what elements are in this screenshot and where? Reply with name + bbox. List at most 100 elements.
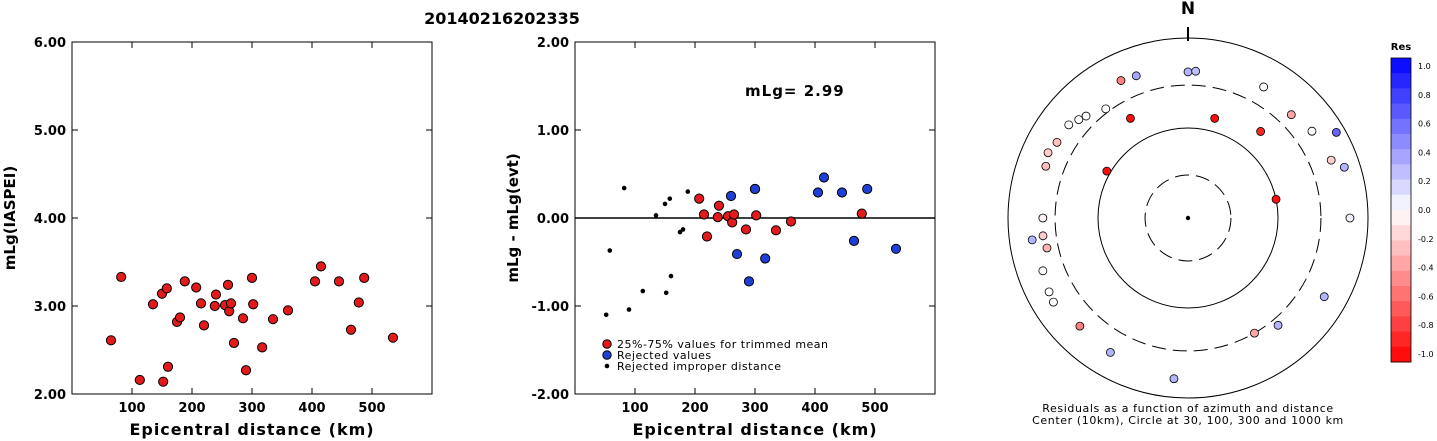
colorbar-tick-label: -0.2 [1418,235,1434,244]
station-residual-point [1038,231,1048,241]
colorbar-segment [1391,286,1411,302]
x-tick-label: 100 [621,401,648,416]
rejected-point [862,183,873,195]
station-residual-point [1307,126,1317,136]
colorbar-tick-label: -0.8 [1418,321,1434,330]
station-residual-point [1326,155,1336,165]
data-point [315,261,327,272]
data-point [116,271,127,283]
rejected-point [836,187,848,198]
station-points [1027,66,1355,384]
epicenter-marker [1185,215,1191,221]
x-axis-label: Epicentral distance (km) [632,420,877,439]
scatter-panel-2: 100 200 300 400 500 -2.00 -1.00 0.00 1.00 2.00 Epi… [504,36,936,439]
station-residual-point [1339,162,1349,172]
station-residual-point [1271,194,1281,204]
data-point [158,376,169,387]
colorbar-segment [1391,240,1411,257]
data-point [359,272,370,283]
data-point [770,225,782,236]
data-point [228,337,240,349]
data-point [698,209,710,220]
y-tick-label: 3.00 [34,300,66,315]
station-residual-point [1101,104,1111,114]
distance-ring-100km [1097,127,1279,309]
legend-marker [602,350,612,360]
rejected-point [818,172,830,183]
data-point [179,276,190,287]
station-residual-point [1106,347,1115,357]
data-point [267,314,279,325]
colorbar-segment [1391,270,1411,287]
rejected-point [848,235,860,246]
polar-caption-line2: Center (10km), Circle at 30, 100, 300 an… [1032,414,1344,427]
rejected-distance-point [677,229,683,235]
rejected-distance-point [603,312,609,318]
legend-label: Rejected improper distance [617,360,782,373]
colorbar-segment [1391,210,1411,226]
data-point [856,208,867,219]
data-point [162,361,174,372]
station-residual-point [1042,243,1052,253]
magnitude-annotation: mLg= 2.99 [745,82,845,100]
colorbar-segment [1391,255,1411,272]
data-point [713,200,725,211]
rejected-distance-point [607,248,613,253]
station-residual-point [1027,235,1037,245]
station-residual-point [1331,127,1341,137]
data-point [248,299,259,310]
data-point [345,324,357,335]
station-residual-point [1081,111,1091,121]
station-residual-point [1064,120,1074,130]
colorbar-segment [1391,73,1411,89]
station-residual-point [1043,148,1053,158]
y-tick-label: 1.00 [537,124,569,139]
rejected-point [731,248,743,260]
legend-label: 25%-75% values for trimmed mean [617,338,829,351]
station-residual-point [1286,110,1296,120]
station-residual-point [1038,213,1048,223]
data-point [174,312,186,323]
rejected-distance-point [621,185,627,191]
colorbar-tick-label: -0.6 [1418,292,1434,301]
y-tick-label: -2.00 [532,388,569,403]
station-residual-point [1191,66,1201,76]
station-residual-point [1044,287,1054,297]
rejected-distance-point [685,189,691,194]
colorbar-segment [1391,179,1411,196]
colorbar-segment [1391,331,1411,348]
data-point [740,224,752,235]
legend-marker [602,339,612,349]
colorbar-tick-label: 0.8 [1418,91,1431,100]
rejected-distance-point [653,213,659,218]
scatter-panel-1: 100 200 300 400 500 2.00 3.00 4.00 5.00 6.00 Epice… [1,36,433,439]
data-point [785,216,797,227]
y-tick-label: 4.00 [34,212,66,227]
colorbar-segment [1391,225,1411,241]
station-residual-point [1075,321,1085,331]
colorbar-segment [1391,164,1411,181]
data-point [309,276,321,287]
station-residual-point [1210,113,1220,123]
x-tick-label: 200 [178,401,205,416]
rejected-point [812,187,824,198]
plot-frame [71,41,433,395]
data-point [191,282,202,293]
rejected-distance-point [662,201,668,207]
data-points [603,172,902,318]
north-label: N [1181,0,1195,19]
colorbar-segment [1391,118,1411,135]
rejected-distance-point [667,196,673,201]
data-point [222,279,234,290]
azimuth-residual-panel: N Residuals as a function of azimuth and … [1007,0,1434,427]
y-tick-label: 6.00 [34,36,66,51]
data-point [712,212,723,223]
polar-caption-line1: Residuals as a function of azimuth and d… [1042,402,1333,415]
station-residual-point [1102,166,1112,176]
distance-ring-300km [1054,84,1322,352]
x-tick-label: 300 [238,401,265,416]
colorbar-tick-label: 0.6 [1418,120,1431,129]
x-tick-label: 400 [298,401,325,416]
x-tick-label: 500 [358,401,385,416]
